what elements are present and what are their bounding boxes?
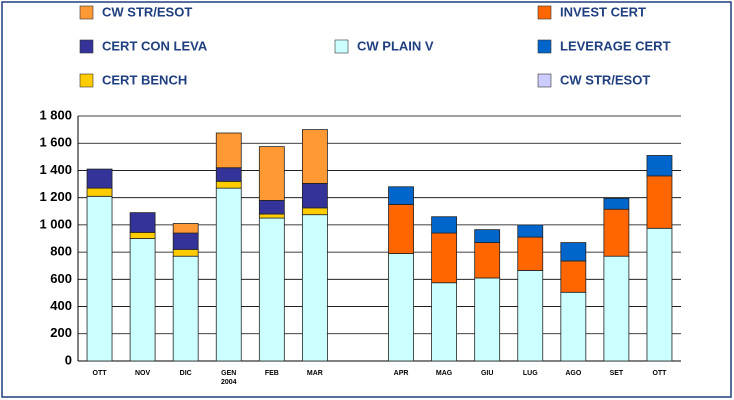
bar-segment [215,167,242,182]
bar-segment [301,182,328,209]
legend-label: LEVERAGE CERT [560,38,671,53]
x-tick-label: MAG [435,370,453,377]
bar-segment [560,242,587,262]
y-tick-label: 600 [50,271,72,286]
bar-segment [388,204,414,254]
legend-swatch [334,39,349,54]
bar-segment [129,238,156,362]
y-tick-label: 1 200 [39,189,72,204]
bar-segment [431,232,458,284]
bar-segment [86,187,113,197]
bar-segment [646,155,673,177]
bar-segment [172,255,199,362]
legend-label: CW PLAIN V [357,38,434,53]
legend-swatch [79,73,94,88]
bar-segment [129,231,156,239]
bar-segment [388,186,414,205]
bar-segment [517,224,544,238]
x-tick-label: DIC [179,370,192,377]
bar-segment [215,187,242,362]
y-tick-label: 1 800 [39,107,72,122]
x-tick-label: GEN 2004 [220,370,237,386]
bar-segment [388,253,414,362]
bar-segment [215,132,242,169]
bar-segment [646,227,673,362]
y-tick-label: 1 000 [39,216,72,231]
bar-segment [474,242,501,279]
legend-swatch [537,73,552,88]
bar-segment [172,248,199,257]
bar-segment [129,212,156,233]
y-tick-label: 1 600 [39,135,72,150]
x-tick-label: MAR [306,370,323,377]
x-tick-label: FEB [264,370,279,377]
bar-segment [258,199,285,215]
x-tick-label: AGO [565,370,582,377]
bar-segment [258,213,285,219]
legend-swatch [79,5,94,20]
bar-segment [603,197,630,210]
x-tick-label: SET [609,370,624,377]
bar-segment [560,260,587,293]
legend-label: CW STR/ESOT [102,4,192,19]
x-tick-label: OTT [652,370,667,377]
bar-segment [86,195,113,362]
bar-segment [474,277,501,362]
bar-segment [431,282,458,362]
bar-segment [517,270,544,362]
legend-swatch [537,5,552,20]
x-tick-label: APR [393,370,409,377]
x-tick-label: GIU [480,370,494,377]
bar-segment [215,180,242,189]
bar-segment [258,217,285,362]
bar-segment [301,214,328,362]
x-tick-label: LUG [522,370,538,377]
legend-label: CERT CON LEVA [102,38,208,53]
x-tick-label: OTT [92,370,107,377]
x-tick-label: NOV [135,370,151,377]
bar-segment [172,232,199,250]
bar-segment [474,229,501,243]
y-tick-label: 0 [65,352,72,367]
legend-swatch [79,39,94,54]
y-tick-label: 400 [50,298,72,313]
bar-segment [517,236,544,271]
y-tick-label: 1 400 [39,162,72,177]
legend-label: CERT BENCH [102,72,187,87]
bar-segment [646,175,673,229]
bar-segment [603,255,630,362]
legend-swatch [537,39,552,54]
legend-label: CW STR/ESOT [560,72,650,87]
bar-segment [301,207,328,216]
bar-segment [172,223,199,234]
bar-segment [560,291,587,362]
bar-segment [431,216,458,234]
y-tick-label: 800 [50,244,72,259]
bar-segment [301,129,328,184]
bar-segment [86,168,113,189]
legend-label: INVEST CERT [560,4,646,19]
bar-segment [603,208,630,257]
y-tick-label: 200 [50,325,72,340]
bar-segment [258,146,285,201]
